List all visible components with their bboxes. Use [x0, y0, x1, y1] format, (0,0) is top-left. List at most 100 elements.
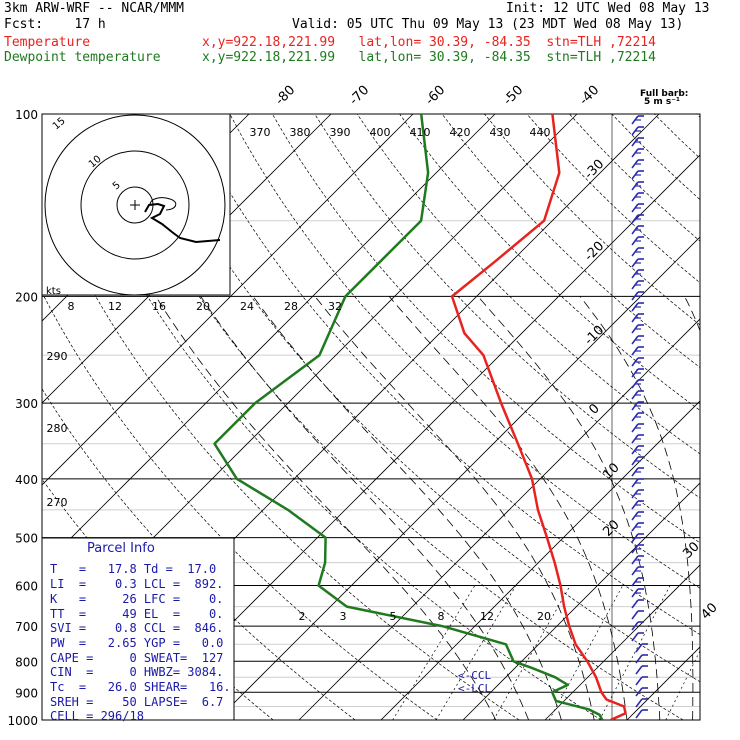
wind-barb [631, 544, 644, 554]
wind-barb [631, 159, 644, 169]
wind-barb [631, 489, 644, 499]
dewpoint-line [213, 114, 604, 720]
temperature-line [450, 114, 627, 720]
isotherm-label: -50 [501, 83, 527, 109]
mixing-ratio-line [435, 585, 517, 720]
wind-barb [631, 511, 644, 521]
wind-barb-staff [635, 687, 643, 697]
lcl-label: <-LCL [458, 682, 491, 695]
wind-barb [635, 654, 648, 664]
moist-adiabat-line [477, 296, 661, 720]
dry-adiabat-line [441, 114, 700, 368]
parcel-row: TT = 49 EL = 0. [50, 607, 223, 621]
wind-barb [631, 412, 644, 422]
wind-barb [631, 115, 644, 125]
wind-barb [631, 478, 644, 488]
parcel-row: LI = 0.3 LCL = 892. [50, 577, 223, 591]
temperature-label: Temperature [4, 35, 91, 50]
parcel-info-box [41, 537, 235, 721]
wind-barb [631, 368, 644, 378]
wind-barb [631, 192, 644, 202]
ccl-label: <-CCL [458, 669, 491, 682]
wind-barb [631, 324, 644, 334]
mixing-ratio-low-label: 12 [480, 610, 494, 623]
isotherm-line [544, 564, 700, 720]
wind-barb [631, 181, 644, 191]
theta-label: 410 [410, 126, 431, 139]
dry-adiabat-line [271, 114, 700, 544]
wind-barb [631, 599, 644, 609]
wind-barb-column [631, 115, 648, 719]
wind-barb [631, 291, 644, 301]
isotherm-label: 40 [698, 600, 720, 622]
mixing-ratio-line [548, 585, 623, 720]
mixing-ratio-label: 20 [196, 300, 210, 313]
wind-barb [631, 247, 644, 257]
wind-barb [635, 687, 648, 697]
wind-barb [631, 390, 644, 400]
wind-barb [631, 236, 644, 246]
mixing-ratio-low-label: 20 [537, 610, 551, 623]
wind-barb [635, 676, 648, 686]
wind-barb [631, 577, 644, 587]
wind-barb [631, 346, 644, 356]
dry-adiabat-line [356, 114, 700, 455]
mixing-ratio-label: 28 [284, 300, 298, 313]
isotherm-line [709, 114, 740, 720]
pressure-label: 700 [15, 620, 38, 634]
theta-label: 370 [250, 126, 271, 139]
theta-label: 420 [450, 126, 471, 139]
pressure-label: 1000 [7, 714, 38, 728]
wind-barb [635, 665, 648, 675]
hodograph-ring [80, 150, 190, 260]
isotherm-line [298, 318, 700, 720]
wind-barb [631, 610, 644, 620]
isotherm-line [216, 236, 700, 720]
hodograph-ring [44, 114, 226, 296]
dry-adiabat-line [229, 114, 700, 589]
wind-barb-staff [635, 643, 643, 653]
dry-adiabat-line [59, 114, 602, 720]
wind-barb [631, 225, 644, 235]
mixing-ratio-line [493, 585, 571, 720]
wind-barb [631, 148, 644, 158]
moist-adiabat-line [579, 296, 694, 720]
dry-adiabat-line [102, 114, 684, 720]
mixing-ratio-low-label: 3 [340, 610, 347, 623]
model-title: 3km ARW-WRF -- NCAR/MMM [4, 1, 185, 16]
valid-time: Valid: 05 UTC Thu 09 May 13 (23 MDT Wed … [292, 17, 684, 32]
moist-adiabat-line [252, 296, 562, 720]
theta-label: 440 [530, 126, 551, 139]
wind-barb-staff [635, 698, 643, 708]
parcel-row: Tc = 26.0 SHEAR= 16. [50, 680, 231, 694]
wind-barb [631, 555, 644, 565]
wind-barb [631, 280, 644, 290]
theta-left-label: 270 [47, 496, 68, 509]
wind-barb [631, 632, 644, 642]
mixing-ratio-label: 8 [68, 300, 75, 313]
pressure-label: 900 [15, 686, 38, 700]
mixing-ratio-label: 24 [240, 300, 254, 313]
dry-adiabat-line [144, 114, 700, 683]
barb-legend-unit: 5 m s⁻¹ [644, 97, 680, 107]
wind-barb [631, 170, 644, 180]
moist-adiabat-line [200, 296, 529, 720]
parcel-row: PW = 2.65 YGP = 0.0 [50, 636, 223, 650]
wind-barb [631, 126, 644, 136]
parcel-row: CAPE = 0 SWEAT= 127 [50, 651, 223, 665]
pressure-label: 200 [15, 290, 38, 304]
theta-left-label: 280 [47, 422, 68, 435]
dry-adiabat-line [42, 291, 438, 720]
parcel-info-panel: Parcel Info T = 17.8 Td = 17.0 LI = 0.3 … [41, 537, 235, 723]
parcel-row: CELL = 296/18 [50, 709, 144, 723]
barb-legend: Full barb: 5 m s⁻¹ [640, 89, 688, 107]
isotherm-label: -80 [273, 83, 299, 109]
mixing-ratio-low-label: 8 [438, 610, 445, 623]
frame-layer [41, 113, 701, 721]
wind-barb [631, 269, 644, 279]
pressure-label: 800 [15, 655, 38, 669]
sounding-curves [213, 114, 627, 720]
theta-label: 400 [370, 126, 391, 139]
